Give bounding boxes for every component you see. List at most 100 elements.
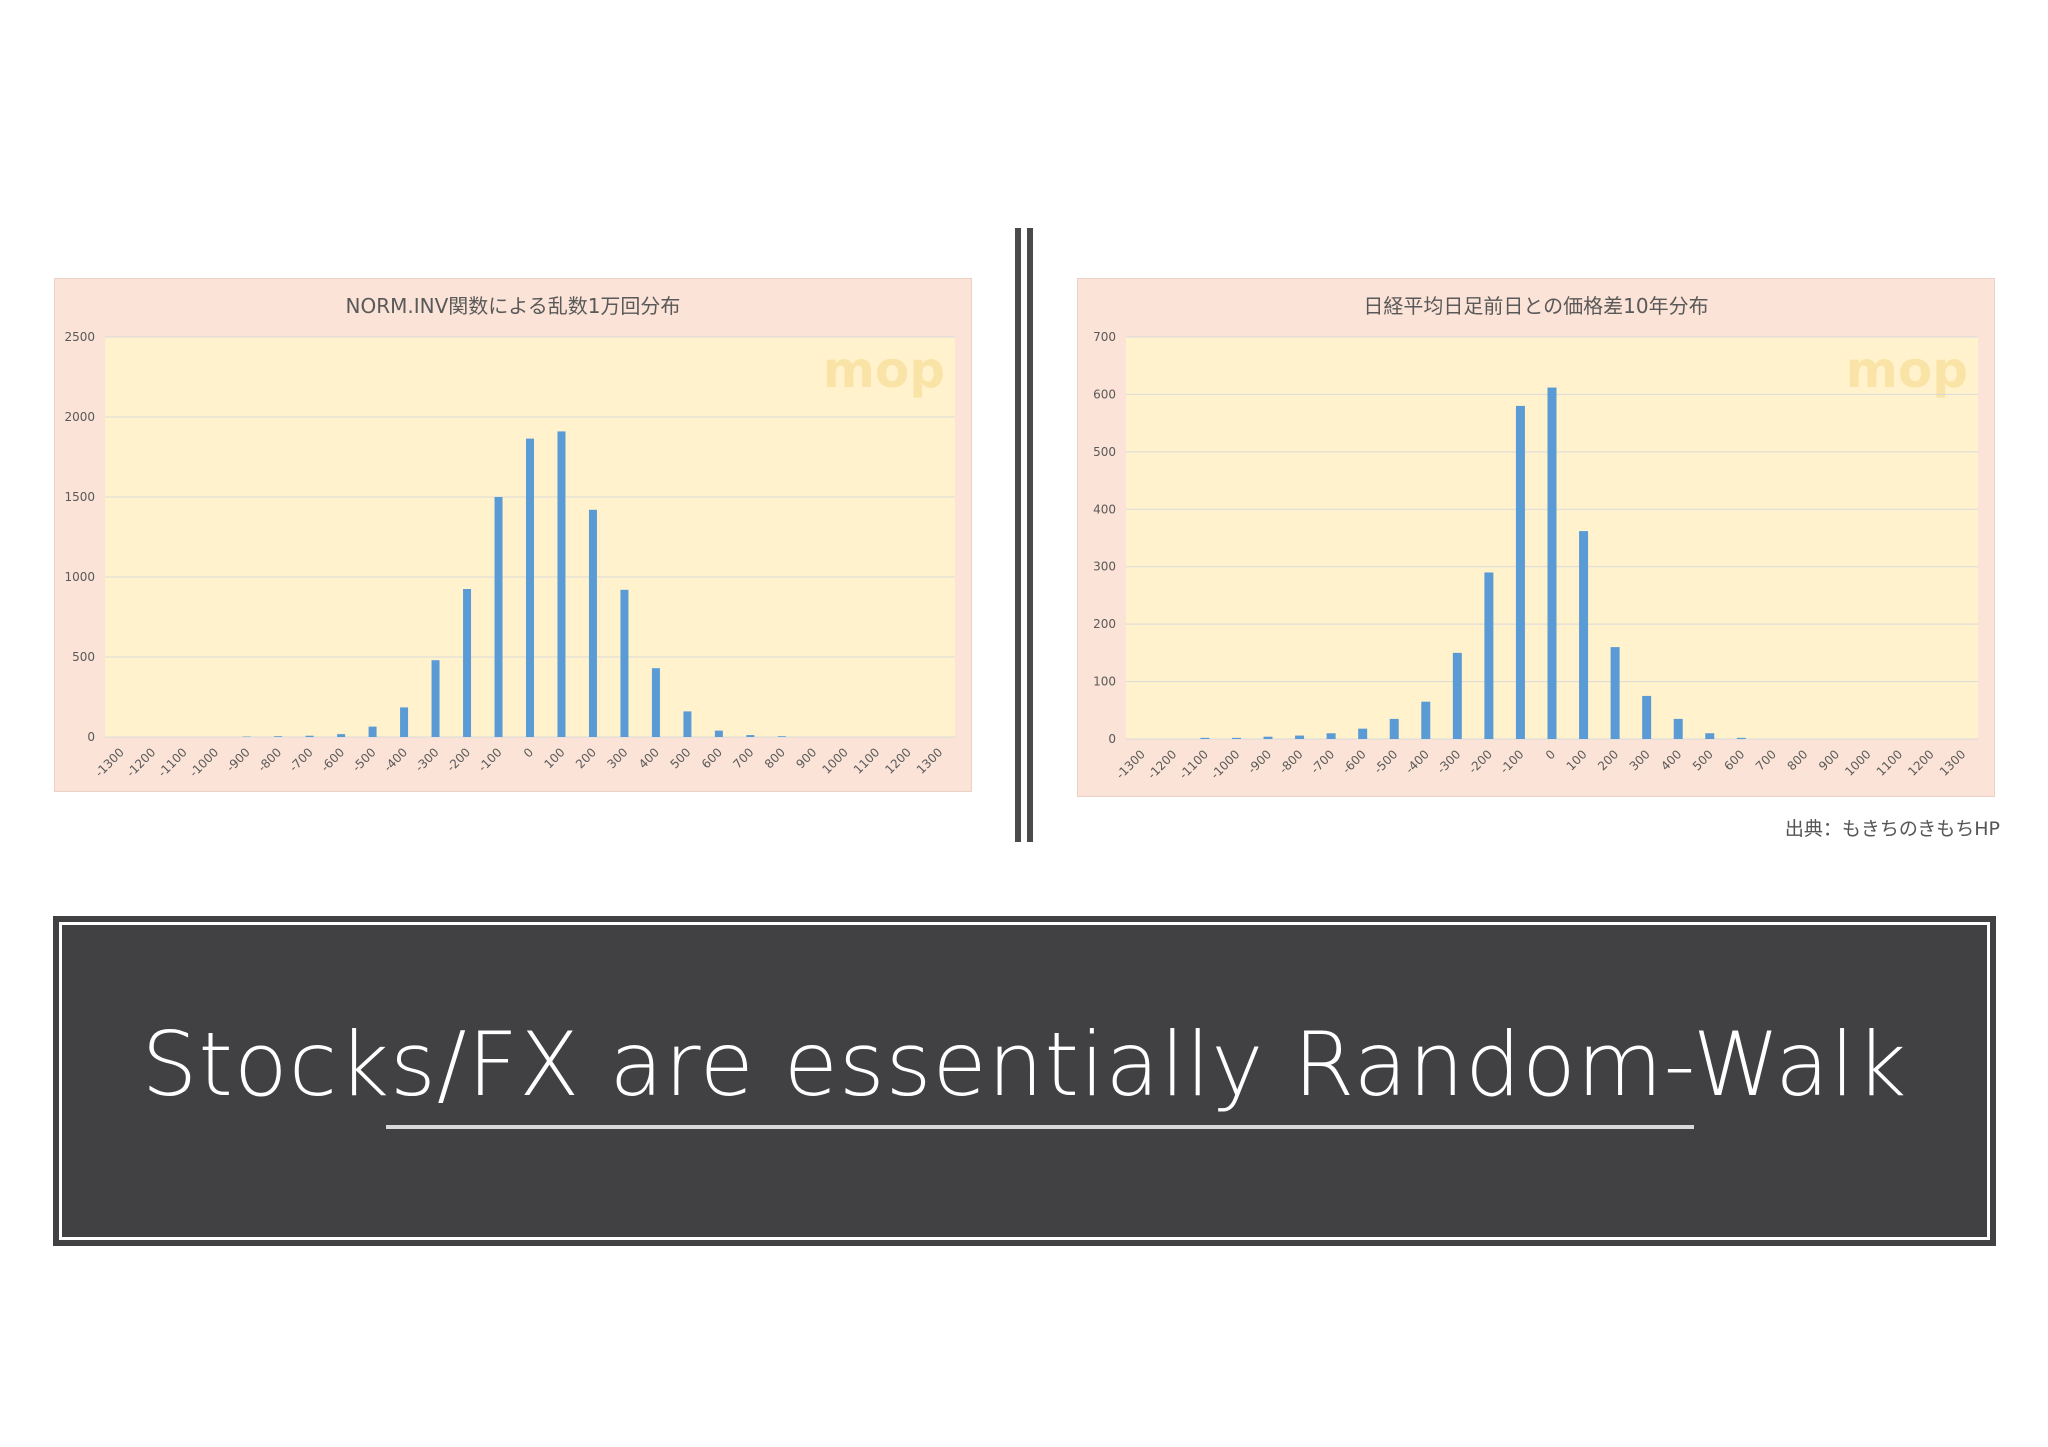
x-tick-label: -1000 [187, 745, 222, 780]
x-tick-label: 900 [1816, 747, 1842, 773]
x-tick-label: 1300 [1937, 747, 1968, 778]
x-tick-label: 1100 [851, 745, 882, 776]
chart-title: NORM.INV関数による乱数1万回分布 [346, 294, 681, 318]
x-tick-label: -1200 [1145, 747, 1180, 782]
x-tick-label: -900 [1245, 747, 1274, 776]
bar [1263, 736, 1273, 739]
bar [1484, 572, 1494, 739]
x-tick-label: 800 [762, 745, 788, 771]
x-tick-label: 300 [604, 745, 630, 771]
bar [1705, 733, 1715, 739]
x-tick-label: 100 [542, 745, 568, 771]
bar [274, 736, 283, 737]
bar [400, 707, 409, 737]
bar [651, 668, 660, 737]
x-tick-label: -900 [224, 745, 253, 774]
x-tick-label: 1000 [1842, 747, 1873, 778]
y-tick-label: 100 [1093, 675, 1116, 689]
y-tick-label: 500 [1093, 445, 1116, 459]
bar [1421, 701, 1431, 739]
y-tick-label: 2000 [64, 410, 95, 424]
x-tick-label: -700 [1308, 747, 1337, 776]
x-tick-label: 800 [1784, 747, 1810, 773]
y-tick-label: 1500 [64, 490, 95, 504]
x-tick-label: -500 [350, 745, 379, 774]
watermark-logo: mop [1846, 341, 1968, 399]
y-tick-label: 2500 [64, 330, 95, 344]
y-tick-label: 0 [1108, 732, 1116, 746]
x-tick-label: 400 [636, 745, 662, 771]
bar [494, 497, 503, 737]
bar [746, 735, 755, 737]
bar [1389, 718, 1399, 739]
separator-line-right [1027, 228, 1033, 842]
bar [1358, 728, 1368, 739]
x-tick-label: -800 [255, 745, 284, 774]
y-tick-label: 300 [1093, 560, 1116, 574]
x-tick-label: -200 [444, 745, 473, 774]
bar [777, 736, 786, 737]
x-tick-label: -100 [1497, 747, 1526, 776]
bar [714, 730, 723, 737]
bar [588, 509, 597, 737]
y-tick-label: 0 [87, 730, 95, 744]
x-tick-label: -600 [318, 745, 347, 774]
bar [1200, 737, 1210, 739]
histogram-norm-inv: NORM.INV関数による乱数1万回分布mop05001000150020002… [64, 294, 955, 780]
x-tick-label: 0 [521, 745, 536, 760]
x-tick-label: -1300 [1113, 747, 1148, 782]
banner-underline [386, 1125, 1694, 1129]
x-tick-label: 1200 [1905, 747, 1936, 778]
x-tick-label: -100 [475, 745, 504, 774]
bar [1673, 718, 1683, 739]
x-tick-label: -1000 [1208, 747, 1243, 782]
chart-panel-nikkei: 日経平均日足前日との価格差10年分布 mop 0 100 200 300 400 500 600… [1077, 278, 1995, 797]
bar [368, 726, 377, 737]
bar [1295, 735, 1305, 739]
x-tick-label: 300 [1627, 747, 1653, 773]
separator-line-left [1015, 228, 1021, 842]
histogram-nikkei: 日経平均日足前日との価格差10年分布mop0100200300400500600… [1093, 294, 1978, 782]
x-tick-label: 400 [1658, 747, 1684, 773]
y-tick-label: 1000 [64, 570, 95, 584]
double-vertical-separator [1015, 228, 1033, 842]
x-tick-label: 500 [1690, 747, 1716, 773]
x-tick-label: -800 [1277, 747, 1306, 776]
x-tick-label: 100 [1564, 747, 1590, 773]
chart-panel-norm-inv: NORM.INV関数による乱数1万回分布 mop 0 500 1000 1500 2000 2… [54, 278, 972, 792]
x-tick-label: -1100 [155, 745, 190, 780]
bar [1610, 647, 1620, 739]
title-banner: Stocks/FX are essentially Random-Walk [53, 916, 1996, 1246]
x-tick-label: 700 [1753, 747, 1779, 773]
bar [1642, 695, 1652, 739]
x-tick-label: 500 [667, 745, 693, 771]
bar [1452, 652, 1462, 739]
x-tick-label: -1100 [1176, 747, 1211, 782]
x-tick-label: 900 [793, 745, 819, 771]
watermark-logo: mop [823, 341, 945, 399]
bar [463, 589, 472, 737]
banner-title: Stocks/FX are essentially Random-Walk [141, 1013, 1908, 1116]
bar [431, 660, 440, 737]
y-tick-label: 700 [1093, 330, 1116, 344]
x-tick-label: -500 [1371, 747, 1400, 776]
x-tick-label: 1300 [914, 745, 945, 776]
x-tick-label: 1100 [1874, 747, 1905, 778]
bar [557, 431, 566, 737]
bar [1547, 387, 1557, 739]
banner-fill: Stocks/FX are essentially Random-Walk [68, 931, 1981, 1231]
bar [620, 589, 629, 737]
x-tick-label: 1000 [819, 745, 850, 776]
y-tick-label: 200 [1093, 617, 1116, 631]
bar [1736, 737, 1746, 739]
bar [1231, 737, 1241, 739]
x-tick-label: -400 [381, 745, 410, 774]
chart-title: 日経平均日足前日との価格差10年分布 [1363, 294, 1708, 318]
x-tick-label: -700 [287, 745, 316, 774]
source-note: 出典：もきちのきもちHP [1784, 818, 2000, 840]
bar [1326, 733, 1336, 739]
x-tick-label: 600 [1721, 747, 1747, 773]
x-tick-label: 700 [730, 745, 756, 771]
bar [305, 735, 314, 737]
x-tick-label: 1200 [882, 745, 913, 776]
